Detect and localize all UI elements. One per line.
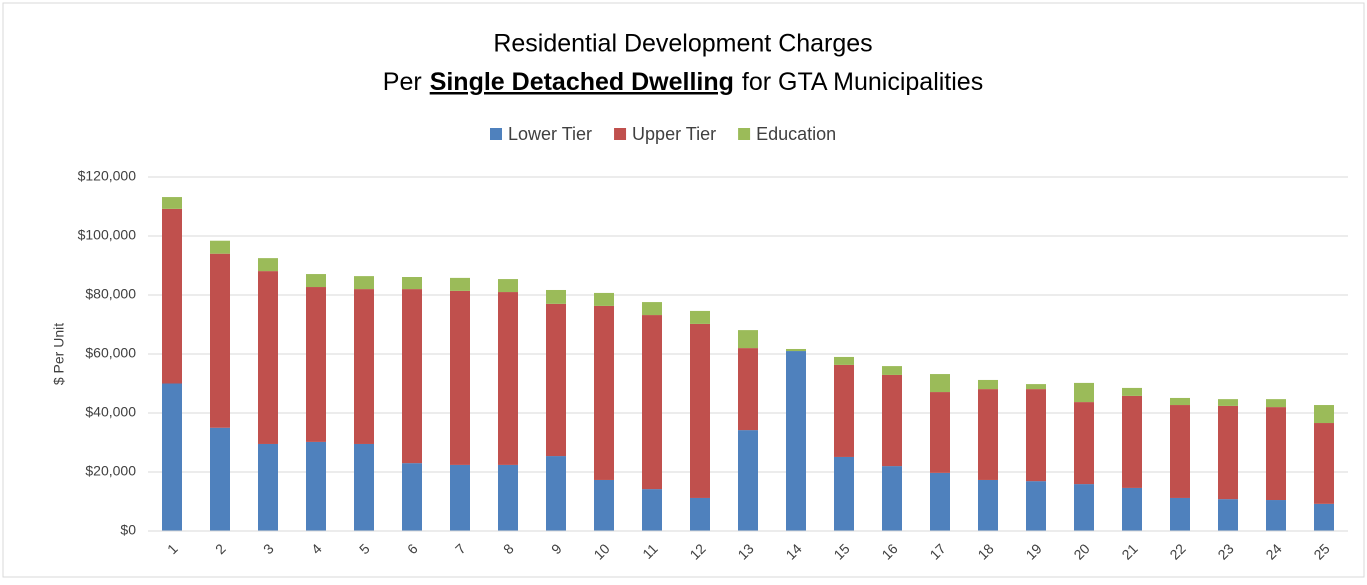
bar-segment	[210, 427, 230, 531]
bar-segment	[1314, 503, 1334, 531]
bar-segment	[738, 430, 758, 531]
bar-segment	[930, 392, 950, 473]
bar-segment	[1218, 399, 1238, 406]
bar-segment	[882, 366, 902, 375]
bar-segment	[162, 208, 182, 384]
bar-segment	[354, 289, 374, 444]
bar-segment	[402, 289, 422, 464]
bar-segment	[402, 463, 422, 531]
bar-segment	[1026, 384, 1046, 390]
bar-segment	[306, 287, 326, 442]
bar-segment	[834, 456, 854, 531]
bar-segment	[1266, 500, 1286, 531]
bar-segment	[306, 441, 326, 531]
bar-segment	[738, 348, 758, 431]
bar-segment	[882, 466, 902, 531]
bar-segment	[978, 389, 998, 480]
bar-segment	[642, 315, 662, 490]
title-part: for GTA Municipalities	[742, 68, 983, 96]
bar-segment	[786, 351, 806, 531]
bar-segment	[450, 277, 470, 291]
bar-segment	[594, 305, 614, 480]
title-emphasis: Single Detached Dwelling	[430, 68, 734, 96]
bar-segment	[1170, 397, 1190, 406]
bar-segment	[882, 374, 902, 467]
y-tick-label: $20,000	[85, 463, 136, 479]
legend-label: Education	[756, 124, 836, 144]
legend-label: Upper Tier	[632, 124, 716, 144]
bar-segment	[930, 472, 950, 531]
bar-segment	[1074, 382, 1094, 403]
bar-segment	[402, 277, 422, 290]
bar-segment	[258, 258, 278, 272]
bar-segment	[1314, 423, 1334, 504]
bar-segment	[642, 489, 662, 531]
chart-subtitle: Per Single Detached Dwelling for GTA Munic…	[383, 68, 983, 96]
legend-swatch	[490, 128, 502, 140]
bar-segment	[1122, 395, 1142, 488]
bar-segment	[690, 323, 710, 498]
bar-segment	[1026, 389, 1046, 482]
bar-segment	[1170, 405, 1190, 498]
bar-segment	[1170, 497, 1190, 531]
bar-segment	[930, 374, 950, 393]
bar-segment	[546, 289, 566, 304]
bar-segment	[162, 197, 182, 209]
bar-segment	[834, 364, 854, 457]
legend-label: Lower Tier	[508, 124, 592, 144]
bar-segment	[1074, 484, 1094, 531]
bar-segment	[546, 456, 566, 531]
bar-segment	[786, 348, 806, 352]
bar-segment	[1026, 481, 1046, 531]
bar-segment	[1266, 399, 1286, 408]
bar-segment	[258, 271, 278, 444]
bar-segment	[450, 290, 470, 465]
bar-segment	[210, 240, 230, 254]
bar-segment	[258, 443, 278, 531]
bar-segment	[834, 356, 854, 365]
title-part: Per	[383, 68, 422, 96]
bar-segment	[498, 279, 518, 293]
legend-swatch	[614, 128, 627, 140]
y-axis-label: $ Per Unit	[51, 323, 67, 385]
bar-segment	[978, 379, 998, 390]
y-tick-label: $40,000	[85, 404, 136, 420]
bar-segment	[690, 497, 710, 531]
bar-segment	[306, 274, 326, 288]
bar-segment	[1122, 387, 1142, 396]
bar-segment	[1314, 405, 1334, 424]
bar-segment	[690, 310, 710, 324]
bar-segment	[498, 464, 518, 531]
y-tick-label: $60,000	[85, 345, 136, 361]
chart-title: Residential Development Charges	[493, 30, 872, 58]
bar-segment	[1122, 487, 1142, 531]
bar-segment	[978, 479, 998, 531]
bar-segment	[594, 292, 614, 306]
bar-segment	[354, 443, 374, 531]
bar-segment	[546, 303, 566, 457]
bar-segment	[1266, 407, 1286, 501]
legend-swatch	[738, 128, 751, 140]
y-tick-label: $100,000	[78, 227, 137, 243]
bar-segment	[498, 292, 518, 465]
bar-segment	[210, 253, 230, 428]
bar-segment	[1074, 402, 1094, 485]
bar-segment	[162, 383, 182, 531]
bar-segment	[738, 330, 758, 349]
y-tick-label: $80,000	[85, 286, 136, 302]
y-tick-label: $120,000	[78, 168, 137, 184]
bar-segment	[450, 464, 470, 531]
bar-segment	[354, 276, 374, 290]
bar-segment	[594, 479, 614, 531]
y-tick-label: $0	[120, 522, 136, 538]
bar-segment	[1218, 405, 1238, 500]
bar-segment	[642, 302, 662, 316]
bar-segment	[1218, 499, 1238, 531]
